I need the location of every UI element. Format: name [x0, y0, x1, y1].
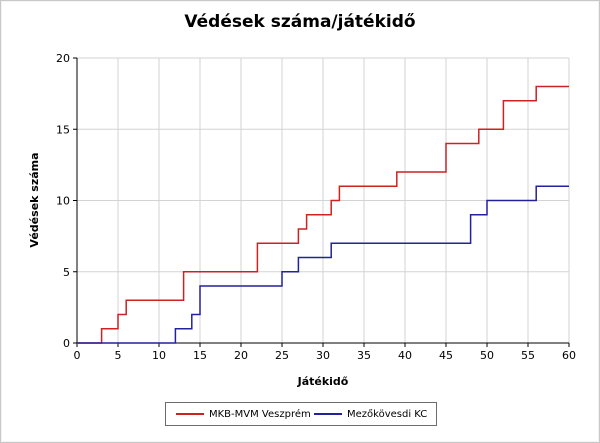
chart-title: Védések száma/játékidő — [184, 12, 416, 32]
x-tick-label-4: 20 — [234, 349, 248, 362]
legend-swatch-1 — [176, 413, 204, 415]
y-tick-label-3: 15 — [56, 123, 70, 136]
x-axis-label: Játékidő — [297, 375, 349, 388]
legend-item-1: MKB-MVM Veszprém — [176, 403, 311, 425]
x-tick-label-8: 40 — [398, 349, 412, 362]
x-tick-label-1: 5 — [115, 349, 122, 362]
y-tick-label-0: 0 — [63, 337, 70, 350]
legend-label-1: MKB-MVM Veszprém — [209, 408, 311, 420]
y-tick-label-2: 10 — [56, 195, 70, 208]
x-tick-label-3: 15 — [193, 349, 207, 362]
y-tick-label-1: 5 — [63, 266, 70, 279]
x-tick-label-5: 25 — [275, 349, 289, 362]
series-line-1 — [77, 85, 569, 344]
x-tick-label-0: 0 — [74, 349, 81, 362]
legend-swatch-2 — [314, 413, 342, 415]
x-tick-label-9: 45 — [439, 349, 453, 362]
x-tick-label-12: 60 — [562, 349, 576, 362]
x-tick-label-11: 55 — [521, 349, 535, 362]
legend: MKB-MVM Veszprém Mezőkövesdi KC — [165, 402, 437, 426]
x-tick-label-10: 50 — [480, 349, 494, 362]
series-line-2 — [77, 185, 569, 344]
x-tick-label-6: 30 — [316, 349, 330, 362]
legend-label-2: Mezőkövesdi KC — [347, 408, 428, 420]
x-tick-label-2: 10 — [152, 349, 166, 362]
legend-item-2: Mezőkövesdi KC — [314, 403, 427, 425]
x-tick-label-7: 35 — [357, 349, 371, 362]
y-tick-label-4: 20 — [56, 52, 70, 65]
y-axis-label: Védések száma — [28, 152, 41, 247]
